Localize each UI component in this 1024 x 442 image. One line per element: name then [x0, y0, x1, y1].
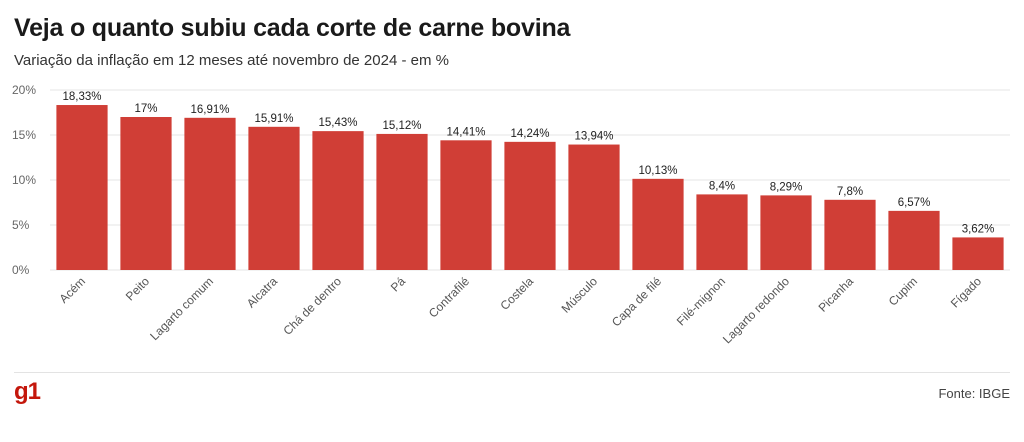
x-tick-label: Cupim: [886, 274, 920, 308]
chart-subtitle: Variação da inflação em 12 meses até nov…: [14, 52, 449, 69]
x-tick-label: Peito: [123, 274, 152, 303]
y-tick-label: 20%: [12, 83, 36, 97]
data-label: 18,33%: [62, 91, 101, 103]
bar: [760, 195, 812, 270]
data-label: 15,91%: [254, 113, 293, 125]
x-tick-label: Fígado: [948, 274, 985, 311]
bar-chart: 0% 5% 10% 15% 20% 18,33% 17% 16,91% 15,91% 15,43…: [12, 83, 1010, 346]
x-tick-label: Pá: [388, 274, 409, 295]
x-tick-label: Contrafilé: [426, 274, 472, 320]
bar: [440, 140, 492, 270]
data-label: 14,24%: [510, 128, 549, 140]
bars: [56, 105, 1004, 270]
x-tick-label: Alcatra: [244, 274, 281, 311]
data-label: 7,8%: [837, 186, 863, 198]
x-tick-label: Filé-mignon: [674, 274, 728, 328]
y-tick-label: 10%: [12, 173, 36, 187]
bar: [952, 237, 1004, 270]
chart-title: Veja o quanto subiu cada corte de carne …: [14, 14, 571, 42]
source-note: Fonte: IBGE: [938, 386, 1010, 401]
data-label: 15,12%: [382, 120, 421, 132]
data-label: 8,29%: [770, 181, 803, 193]
bar: [184, 117, 236, 270]
data-labels: 18,33% 17% 16,91% 15,91% 15,43% 15,12% 14,41% 1…: [62, 91, 994, 235]
data-label: 14,41%: [446, 126, 485, 138]
bar: [632, 178, 684, 270]
data-label: 8,4%: [709, 180, 735, 192]
x-tick-label: Músculo: [559, 274, 601, 316]
data-label: 3,62%: [962, 223, 995, 235]
g1-logo: g1: [14, 378, 41, 405]
data-label: 6,57%: [898, 197, 931, 209]
bar: [696, 194, 748, 270]
x-tick-label: Chá de dentro: [280, 274, 344, 338]
y-tick-label: 5%: [12, 218, 30, 232]
bar: [504, 141, 556, 270]
data-label: 10,13%: [638, 165, 677, 177]
bar: [56, 105, 108, 270]
bar: [312, 131, 364, 270]
bar: [248, 126, 300, 270]
y-tick-label: 0%: [12, 263, 30, 277]
x-tick-label: Picanha: [816, 274, 857, 315]
data-label: 17%: [134, 103, 157, 115]
bar: [568, 144, 620, 270]
x-tick-label: Lagarto redondo: [720, 274, 792, 346]
x-tick-label: Lagarto comum: [147, 274, 216, 343]
y-tick-label: 15%: [12, 128, 36, 142]
x-tick-label: Costela: [497, 274, 536, 313]
data-label: 13,94%: [574, 131, 613, 143]
bar: [376, 133, 428, 270]
bar: [120, 117, 172, 270]
footer-divider: [14, 372, 1010, 373]
y-axis-ticks: 0% 5% 10% 15% 20%: [12, 83, 36, 277]
bar: [888, 210, 940, 270]
data-label: 16,91%: [190, 104, 229, 116]
bar: [824, 199, 876, 270]
data-label: 15,43%: [318, 117, 357, 129]
x-tick-label: Capa de filé: [609, 274, 664, 329]
x-tick-label: Acém: [57, 274, 89, 306]
